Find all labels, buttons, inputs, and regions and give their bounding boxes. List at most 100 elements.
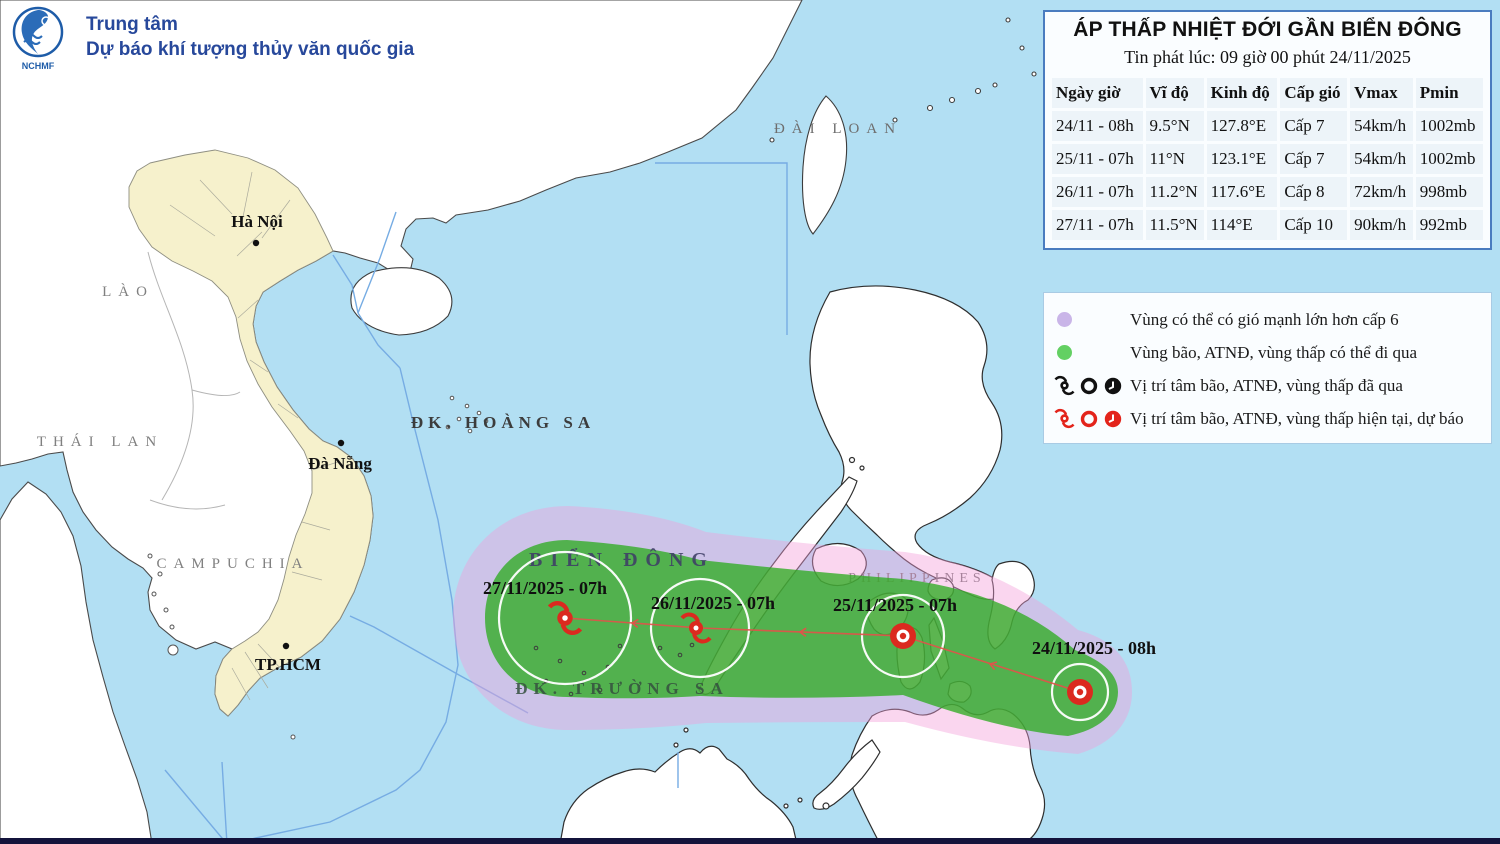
col-header-pmin: Pmin — [1415, 78, 1483, 108]
storm-position-27 — [547, 600, 583, 636]
green-zone-icon — [1057, 345, 1072, 360]
circle-24 — [1050, 662, 1110, 722]
cell-longitude: 127.8°E — [1206, 111, 1278, 141]
col-header-longitude: Kinh độ — [1206, 78, 1278, 108]
org-name: Trung tâm Dự báo khí tượng thủy văn quốc… — [86, 6, 414, 62]
legend-row-pass-zone: Vùng bão, ATNĐ, vùng thấp có thể đi qua — [1050, 336, 1483, 369]
legend-row-past-position: Vị trí tâm bão, ATNĐ, vùng thấp đã qua — [1050, 369, 1483, 402]
storm-position-26 — [680, 612, 712, 644]
label-bien-dong: BIỂN ĐÔNG — [529, 547, 715, 571]
circle-past-icon — [1080, 377, 1098, 394]
circle-26 — [649, 577, 751, 679]
org-name-line1: Trung tâm — [86, 14, 178, 35]
col-header-datetime: Ngày giờ — [1052, 78, 1143, 108]
cell-latitude: 11.2°N — [1145, 177, 1204, 207]
label-danang: Đà Nẵng — [308, 454, 372, 473]
low-past-icon — [1104, 377, 1122, 394]
bulletin-title: ÁP THẤP NHIỆT ĐỚI GẦN BIỂN ĐÔNG — [1073, 18, 1462, 41]
purple-zone-icon — [1057, 312, 1072, 327]
forecast-table-header-row: Ngày giờ Vĩ độ Kinh độ Cấp gió Vmax Pmin — [1052, 78, 1483, 108]
cell-latitude: 9.5°N — [1145, 111, 1204, 141]
cell-datetime: 27/11 - 07h — [1052, 210, 1143, 240]
storm-position-25 — [890, 623, 916, 649]
landmass-islands-north — [350, 17, 1037, 336]
track-date-labels: 27/11/2025 - 07h 26/11/2025 - 07h 25/11/… — [483, 578, 1156, 658]
cell-windlevel: Cấp 10 — [1280, 210, 1348, 240]
low-current-icon — [1104, 410, 1122, 427]
forecast-table: Ngày giờ Vĩ độ Kinh độ Cấp gió Vmax Pmin… — [1049, 75, 1486, 243]
legend-label: Vùng có thể có gió mạnh lớn hơn cấp 6 — [1130, 309, 1399, 329]
label-thailand: THÁI LAN — [37, 433, 163, 450]
storm-position-24 — [1067, 679, 1093, 705]
nchmf-logo-icon — [12, 6, 64, 58]
cell-pmin: 1002mb — [1415, 111, 1483, 141]
nchmf-logo: NCHMF — [10, 6, 66, 71]
taiwan-island — [801, 95, 848, 235]
circle-current-icon — [1080, 410, 1098, 427]
org-name-line2: Dự báo khí tượng thủy văn quốc gia — [86, 39, 415, 60]
phu-quoc-island — [167, 644, 179, 656]
cell-vmax: 72km/h — [1350, 177, 1413, 207]
danang-dot — [337, 439, 345, 447]
track-label-26: 26/11/2025 - 07h — [651, 593, 775, 613]
col-header-latitude: Vĩ độ — [1145, 78, 1204, 108]
legend-label: Vùng bão, ATNĐ, vùng thấp có thể đi qua — [1130, 342, 1418, 362]
col-header-windlevel: Cấp gió — [1280, 78, 1348, 108]
landmass-philippines — [559, 285, 1046, 844]
legend-row-current-position: Vị trí tâm bão, ATNĐ, vùng thấp hiện tại… — [1050, 402, 1483, 435]
col-header-vmax: Vmax — [1350, 78, 1413, 108]
cell-datetime: 26/11 - 07h — [1052, 177, 1143, 207]
cell-pmin: 998mb — [1415, 177, 1483, 207]
cell-windlevel: Cấp 7 — [1280, 111, 1348, 141]
cell-longitude: 123.1°E — [1206, 144, 1278, 174]
cell-vmax: 90km/h — [1350, 210, 1413, 240]
cell-latitude: 11°N — [1145, 144, 1204, 174]
label-cambodia: CAMPUCHIA — [156, 556, 309, 572]
bulletin-panel: ÁP THẤP NHIỆT ĐỚI GẦN BIỂN ĐÔNG Tin phát… — [1043, 10, 1492, 250]
label-laos: LÀO — [102, 283, 154, 300]
logo-text: NCHMF — [21, 61, 55, 71]
label-tphcm: TP.HCM — [255, 655, 321, 674]
cell-pmin: 1002mb — [1415, 144, 1483, 174]
forecast-row: 25/11 - 07h 11°N 123.1°E Cấp 7 54km/h 10… — [1052, 144, 1483, 174]
landmass-vietnam — [128, 149, 374, 717]
borneo-island — [559, 745, 798, 844]
label-hoang-sa: ĐK. HOÀNG SA — [411, 413, 595, 432]
cell-longitude: 117.6°E — [1206, 177, 1278, 207]
mindanao-island — [849, 703, 1046, 844]
cell-vmax: 54km/h — [1350, 111, 1413, 141]
cell-datetime: 25/11 - 07h — [1052, 144, 1143, 174]
label-hanoi: Hà Nội — [231, 212, 283, 231]
label-taiwan: ĐÀI LOAN — [774, 120, 902, 137]
cell-datetime: 24/11 - 08h — [1052, 111, 1143, 141]
legend-label: Vị trí tâm bão, ATNĐ, vùng thấp hiện tại… — [1130, 408, 1464, 428]
forecast-row: 26/11 - 07h 11.2°N 117.6°E Cấp 8 72km/h … — [1052, 177, 1483, 207]
probability-circles — [497, 550, 1110, 722]
forecast-row: 24/11 - 08h 9.5°N 127.8°E Cấp 7 54km/h 1… — [1052, 111, 1483, 141]
bottom-bar — [0, 838, 1500, 844]
legend-label: Vị trí tâm bão, ATNĐ, vùng thấp đã qua — [1130, 375, 1403, 395]
cell-latitude: 11.5°N — [1145, 210, 1204, 240]
cell-windlevel: Cấp 7 — [1280, 144, 1348, 174]
tphcm-dot — [282, 642, 290, 650]
cell-vmax: 54km/h — [1350, 144, 1413, 174]
cell-longitude: 114°E — [1206, 210, 1278, 240]
map-legend: Vùng có thể có gió mạnh lớn hơn cấp 6 Vù… — [1043, 292, 1492, 444]
maritime-boundary-lines — [164, 162, 788, 844]
circle-25 — [860, 593, 946, 679]
storm-track — [564, 617, 1081, 693]
small-islands — [147, 395, 489, 740]
track-label-27: 27/11/2025 - 07h — [483, 578, 607, 598]
hanoi-dot — [252, 239, 260, 247]
typhoon-past-icon — [1054, 375, 1075, 396]
site-header: NCHMF Trung tâm Dự báo khí tượng thủy vă… — [10, 6, 414, 71]
cell-pmin: 992mb — [1415, 210, 1483, 240]
bulletin-issued-time: Tin phát lúc: 09 giờ 00 phút 24/11/2025 — [1124, 47, 1411, 67]
circle-27 — [497, 550, 633, 686]
passage-zone — [485, 540, 1118, 736]
track-label-25: 25/11/2025 - 07h — [833, 595, 957, 615]
city-labels: Hà Nội Đà Nẵng TP.HCM — [231, 212, 372, 674]
forecast-row: 27/11 - 07h 11.5°N 114°E Cấp 10 90km/h 9… — [1052, 210, 1483, 240]
typhoon-current-icon — [1054, 408, 1075, 429]
track-label-24: 24/11/2025 - 08h — [1032, 638, 1156, 658]
